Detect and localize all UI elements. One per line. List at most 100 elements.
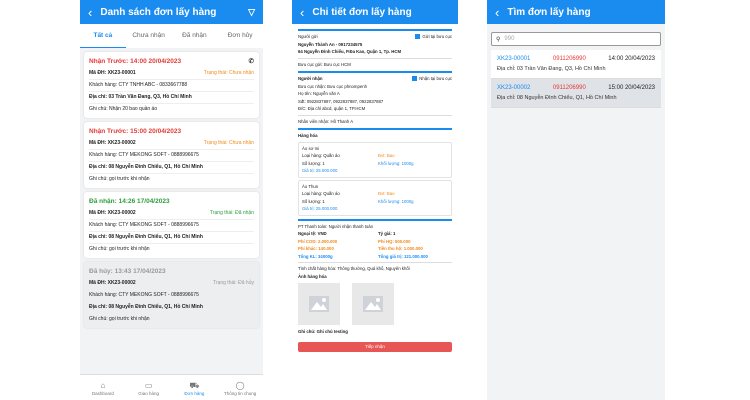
- screen-title: Chi tiết đơn lấy hàng: [312, 6, 412, 18]
- result-address: Địa chỉ: 08 Nguyễn Đình Chiểu, Q1, Hồ Ch…: [497, 95, 617, 101]
- detail-body: Người gửi Gửi tại bưu cục Nguyễn Thành An…: [292, 24, 458, 354]
- top-bar: ‹ Chi tiết đơn lấy hàng: [292, 0, 458, 24]
- customer: Khách hàng: CTY MEKONG SOFT - 0888996675: [89, 292, 199, 298]
- card-heading: Đã nhận: 14:26 17/04/2023: [89, 198, 170, 205]
- tab-cancelled[interactable]: Đơn hủy: [227, 32, 253, 39]
- nav-dashboard[interactable]: ⌂ Dashboard: [80, 375, 126, 400]
- search-result-item[interactable]: XK23-00001 0911206990 14:00 20/04/2023 Địa…: [491, 50, 661, 79]
- photo-list: [298, 283, 452, 325]
- back-arrow-icon[interactable]: ‹: [495, 4, 500, 20]
- card-heading: Nhận Trước: 15:00 20/04/2023: [89, 128, 182, 135]
- nav-delivery[interactable]: ▭ Giao hàng: [126, 375, 172, 400]
- collection-amount: Tiền thu hộ: 1.000.000: [378, 246, 423, 251]
- item-type: Loại hàng: Quần áo: [302, 191, 340, 196]
- back-arrow-icon[interactable]: ‹: [300, 4, 305, 20]
- address: Địa chỉ: 03 Trần Văn Đang, Q3, Hồ Chí Mi…: [89, 94, 192, 100]
- search-input[interactable]: ⚲ 990: [491, 32, 661, 46]
- send-at-office-checkbox[interactable]: Gửi tại bưu cục: [415, 33, 452, 41]
- item-unit: Đvt: Bao: [378, 153, 395, 158]
- order-card[interactable]: Nhận Trước: 15:00 20/04/2023 Mã ĐH: XK23…: [84, 122, 259, 188]
- accept-button[interactable]: Tiếp nhận: [298, 341, 452, 352]
- item-weight: Khối lượng: 1000g: [378, 160, 414, 166]
- order-code: Mã ĐH: XK23-00002: [89, 280, 136, 286]
- customer: Khách hàng: CTY TNHH ABC - 0833667788: [89, 82, 188, 88]
- nav-info[interactable]: ◯ Thông tin chung: [217, 375, 263, 400]
- goods-list: Áo sơ mi Loại hàng: Quần áo Đvt: Bao Số l…: [298, 141, 452, 216]
- sender-name: Nguyễn Thành An - 0917234575: [298, 41, 363, 47]
- item-value: Giá trị: 25.000.000: [302, 206, 338, 211]
- card-note: Ghi chú: gọi trước khi nhận: [89, 316, 150, 322]
- checkbox-label: Gửi tại bưu cục: [422, 34, 452, 39]
- address: Địa chỉ: 08 Nguyễn Đình Chiểu, Q1, Hồ Ch…: [89, 234, 203, 240]
- receiver-name: Họ tên: Nguyễn văn A: [298, 91, 340, 96]
- result-code: XK23-00001: [497, 56, 531, 62]
- nav-label: Đơn hàng: [184, 391, 205, 396]
- total-value: Tổng giá trị: 121.000.000: [378, 253, 428, 259]
- order-card[interactable]: Đã hủy: 13:43 17/04/2023 Mã ĐH: XK23-000…: [84, 262, 259, 328]
- checkbox-icon: [412, 76, 418, 82]
- card-note: Ghi chú: Nhận 20 bao quần áo: [89, 106, 158, 112]
- image-placeholder-icon[interactable]: [352, 283, 394, 325]
- filter-icon[interactable]: ▽: [248, 6, 255, 17]
- result-time: 15:00 20/04/2023: [608, 85, 655, 91]
- result-time: 14:00 20/04/2023: [608, 56, 655, 62]
- screen-title: Danh sách đơn lấy hàng: [100, 6, 217, 18]
- item-qty: Số lượng: 1: [302, 160, 325, 166]
- staff-received: Nhân viên nhận: Hồ Thanh A: [298, 114, 452, 126]
- card-heading: Đã hủy: 13:43 17/04/2023: [89, 268, 166, 275]
- status-badge: Trạng thái: Chưa nhận: [203, 70, 254, 76]
- tab-all[interactable]: Tất cả: [80, 24, 126, 48]
- result-phone: 0911206990: [552, 85, 586, 91]
- user-icon: ◯: [235, 381, 245, 390]
- goods-item: Áo sơ mi Loại hàng: Quần áo Đvt: Bao Số l…: [298, 141, 452, 178]
- customs-fee: Phí HQ: 500.000: [378, 238, 411, 244]
- customer: Khách hàng: CTY MEKONG SOFT - 0888996675: [89, 222, 199, 228]
- order-code: Mã ĐH: XK23-00002: [89, 140, 136, 146]
- payment-method: PT Thanh toán: Người nhận thanh toán: [298, 223, 374, 229]
- receiver-phone: Sđt: 0922837887, 0922837887, 0922837887: [298, 98, 384, 104]
- image-placeholder-icon[interactable]: [298, 283, 340, 325]
- nav-label: Dashboard: [91, 391, 114, 396]
- phone-icon[interactable]: ✆: [248, 58, 254, 65]
- order-list-screen: ‹ Danh sách đơn lấy hàng ▽ Tất cả Chưa n…: [80, 0, 263, 400]
- customer: Khách hàng: CTY MEKONG SOFT - 0888996675: [89, 152, 199, 158]
- order-code: Mã ĐH: XK23-00002: [89, 210, 136, 216]
- order-card[interactable]: Đã nhận: 14:26 17/04/2023 Mã ĐH: XK23-00…: [84, 192, 259, 258]
- note: Ghi chú: Ghi chú testing: [298, 329, 348, 334]
- card-note: Ghi chú: gọi trước khi nhận: [89, 176, 150, 182]
- goods-state: Tình chất hàng hóa: Thông thường, Quá kh…: [298, 262, 452, 273]
- top-bar: ‹ Tìm đơn lấy hàng: [487, 0, 665, 24]
- accept-button-label: Tiếp nhận: [365, 343, 385, 349]
- screen-title: Tìm đơn lấy hàng: [507, 6, 591, 18]
- nav-label: Giao hàng: [138, 391, 160, 396]
- status-badge: Trạng thái: Đã nhận: [209, 210, 254, 216]
- card-heading: Nhận Trước: 14:00 20/04/2023: [89, 58, 182, 65]
- sender-address: 64 Nguyễn Đình Chiểu, P.Đa Kao, Quận 1, …: [298, 49, 402, 54]
- address: Địa chỉ: 08 Nguyễn Đình Chiểu, Q1, Hồ Ch…: [89, 304, 203, 310]
- office-receive: Bưu cục nhận: Bưu cục phnompenh: [298, 83, 368, 89]
- office-send: Bưu cục gửi: Bưu cục HCM: [298, 57, 452, 69]
- goods-label: Hàng hóa: [298, 133, 318, 138]
- exchange-rate: Tỷ giá: 1: [378, 231, 396, 236]
- nav-label: Thông tin chung: [223, 391, 257, 396]
- cart-icon: ⛟: [189, 381, 200, 390]
- order-detail-screen: ‹ Chi tiết đơn lấy hàng Người gửi Gửi tại…: [292, 0, 458, 400]
- order-card[interactable]: Nhận Trước: 14:00 20/04/2023 ✆ Mã ĐH: XK2…: [84, 52, 259, 118]
- result-address: Địa chỉ: 03 Trần Văn Đang, Q3, Hồ Chí Mi…: [497, 66, 606, 72]
- back-arrow-icon[interactable]: ‹: [88, 4, 93, 20]
- tab-received[interactable]: Đã nhận: [182, 32, 207, 39]
- nav-orders[interactable]: ⛟ Đơn hàng: [172, 375, 218, 400]
- item-value: Giá trị: 25.000.000: [302, 168, 338, 173]
- sender-label: Người gửi: [298, 34, 318, 39]
- tab-bar: Tất cả Chưa nhận Đã nhận Đơn hủy: [80, 24, 263, 48]
- search-result-item[interactable]: XK23-00002 0911206990 15:00 20/04/2023 Địa…: [491, 79, 661, 108]
- receiver-address: Đ/C: Địa chỉ abcd, quận 1, TP.HCM: [298, 106, 366, 111]
- search-results: XK23-00001 0911206990 14:00 20/04/2023 Địa…: [487, 50, 665, 108]
- home-icon: ⌂: [100, 381, 106, 390]
- other-fee: Phí khác: 140.000: [298, 246, 334, 251]
- cod-fee: Phí COD: 2.000.000: [298, 238, 338, 244]
- checkbox-icon: [415, 34, 421, 40]
- receive-at-office-checkbox[interactable]: Nhận tại bưu cục: [412, 75, 452, 83]
- tab-not-received[interactable]: Chưa nhận: [132, 32, 165, 39]
- photos-label: Ảnh hàng hóa: [298, 273, 327, 279]
